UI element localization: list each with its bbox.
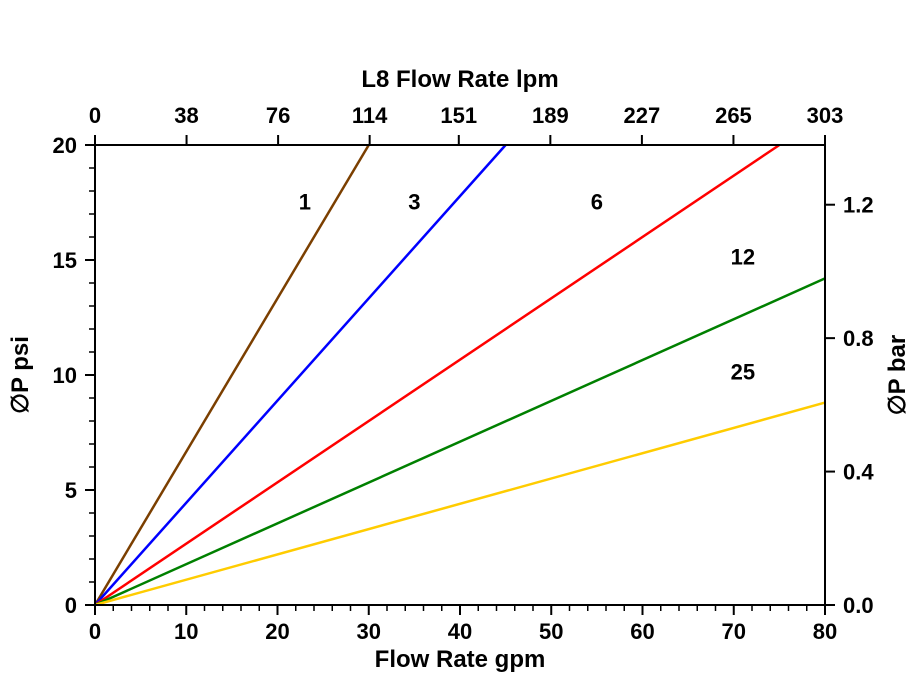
x-tick-label: 70 — [722, 619, 746, 644]
y-tick-label: 5 — [65, 478, 77, 503]
x-top-tick-label: 303 — [807, 103, 844, 128]
x-top-tick-label: 189 — [532, 103, 569, 128]
y-right-tick-label: 0.8 — [843, 326, 874, 351]
chart-title-top: L8 Flow Rate lpm — [361, 66, 558, 93]
x-top-tick-label: 265 — [715, 103, 752, 128]
y-tick-label: 20 — [53, 133, 77, 158]
y-tick-label: 10 — [53, 363, 77, 388]
x-top-tick-label: 76 — [266, 103, 290, 128]
series-label-1: 1 — [299, 189, 311, 214]
x-tick-label: 80 — [813, 619, 837, 644]
x-tick-label: 10 — [174, 619, 198, 644]
x-top-tick-label: 38 — [174, 103, 198, 128]
y-tick-label: 15 — [53, 248, 77, 273]
chart-container: 136122501020304050607080Flow Rate gpm038… — [0, 0, 920, 692]
x-top-tick-label: 0 — [89, 103, 101, 128]
x-top-tick-label: 227 — [624, 103, 661, 128]
y-axis-label-right: ∅P bar — [884, 335, 911, 416]
y-right-tick-label: 0.0 — [843, 593, 874, 618]
x-top-tick-label: 151 — [440, 103, 477, 128]
series-label-12: 12 — [731, 245, 755, 270]
x-tick-label: 40 — [448, 619, 472, 644]
x-axis-label: Flow Rate gpm — [375, 646, 546, 673]
x-tick-label: 20 — [265, 619, 289, 644]
x-tick-label: 30 — [357, 619, 381, 644]
y-right-tick-label: 1.2 — [843, 193, 874, 218]
x-top-tick-label: 114 — [352, 103, 388, 128]
series-label-3: 3 — [408, 189, 420, 214]
y-right-tick-label: 0.4 — [843, 460, 874, 485]
x-tick-label: 0 — [89, 619, 101, 644]
flow-rate-chart: 136122501020304050607080Flow Rate gpm038… — [0, 0, 920, 692]
y-tick-label: 0 — [65, 593, 77, 618]
series-label-25: 25 — [731, 360, 755, 385]
x-tick-label: 50 — [539, 619, 563, 644]
y-axis-label-left: ∅P psi — [7, 336, 34, 414]
x-tick-label: 60 — [630, 619, 654, 644]
series-label-6: 6 — [591, 189, 603, 214]
